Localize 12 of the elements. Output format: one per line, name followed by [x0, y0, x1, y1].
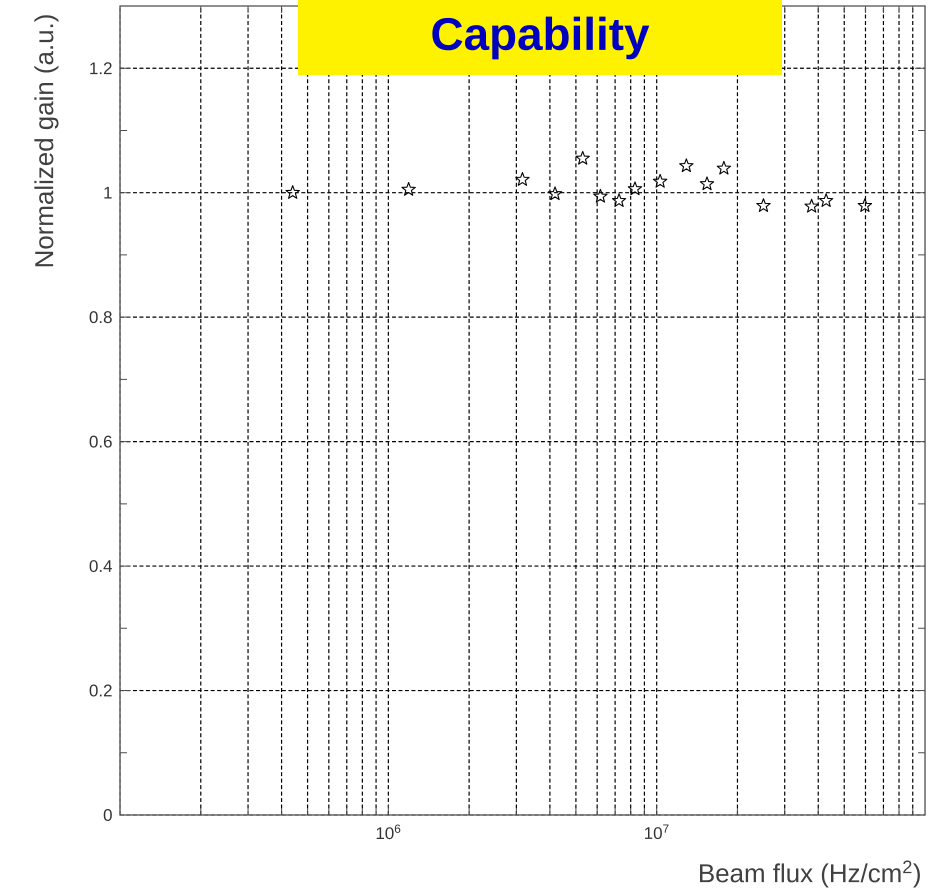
y-tick-label: 1.2: [90, 62, 112, 74]
y-tick-label: 1: [104, 186, 112, 199]
chart-title: Capability: [432, 16, 650, 60]
y-tick-label: 0.4: [90, 560, 112, 572]
y-tick-label: 0: [104, 809, 112, 821]
x-tick-label: 10$^{7}$: [645, 824, 669, 840]
y-tick-label: 0.8: [90, 311, 112, 324]
x-tick-label: 10$^{6}$: [376, 824, 400, 840]
y-tick-label: 0.2: [90, 684, 112, 697]
y-tick-label: 0.6: [90, 436, 112, 448]
x-axis-title: Beam flux (Hz/cm$^{2}$): [700, 860, 920, 888]
y-axis-title: Normalized gain (a.u.): [34, 15, 58, 266]
